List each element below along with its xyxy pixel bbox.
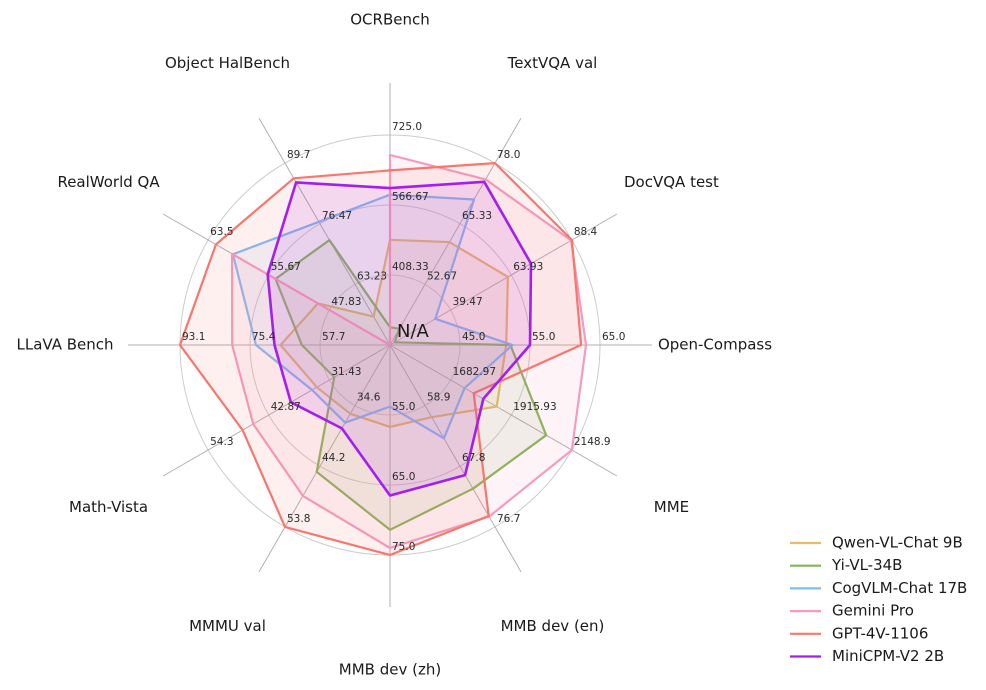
tick-label-mmmu-val-0: 34.6 — [357, 392, 381, 404]
axis-label-ocrbench: OCRBench — [350, 11, 429, 29]
tick-label-open-compass-1: 55.0 — [532, 331, 555, 343]
tick-label-docvqa-test-1: 63.93 — [513, 261, 543, 273]
legend-label-yi-vl-34b: Yi-VL-34B — [831, 556, 902, 574]
legend-label-gemini-pro: Gemini Pro — [832, 602, 914, 620]
tick-label-object-halbench-2: 89.7 — [287, 149, 310, 161]
legend-item-yi-vl-34b: Yi-VL-34B — [790, 556, 902, 574]
legend-item-minicpm-v2-2b: MiniCPM-V2 2B — [790, 647, 944, 665]
tick-label-mmmu-val-2: 53.8 — [287, 513, 310, 525]
tick-label-mmmu-val-1: 44.2 — [322, 452, 345, 464]
tick-label-docvqa-test-0: 39.47 — [453, 296, 483, 308]
tick-label-textvqa-val-2: 78.0 — [497, 149, 520, 161]
tick-label-llava-bench-0: 57.7 — [322, 331, 345, 343]
legend-label-gpt-4v-1106: GPT-4V-1106 — [832, 624, 928, 642]
axis-line-mmb-dev-en — [389, 344, 522, 573]
legend-label-minicpm-v2-2b: MiniCPM-V2 2B — [832, 647, 944, 665]
tick-label-llava-bench-1: 75.4 — [252, 331, 276, 343]
tick-label-ocrbench-0: 408.33 — [392, 261, 429, 273]
axis-label-realworld-qa: RealWorld QA — [57, 173, 160, 191]
axis-line-mmmu-val — [258, 344, 391, 573]
tick-label-object-halbench-1: 76.47 — [322, 210, 352, 222]
tick-label-textvqa-val-1: 65.33 — [462, 210, 492, 222]
tick-label-open-compass-2: 65.0 — [602, 331, 625, 343]
axis-label-docvqa-test: DocVQA test — [624, 173, 719, 191]
tick-label-mmb-dev-en-2: 76.7 — [497, 513, 520, 525]
tick-label-mmb-dev-zh-1: 65.0 — [392, 471, 415, 483]
legend: Qwen-VL-Chat 9B Yi-VL-34B CogVLM-Chat 17B G… — [790, 534, 967, 665]
tick-label-llava-bench-2: 93.1 — [182, 331, 205, 343]
axis-label-mme: MME — [654, 498, 689, 516]
center-tick-label: N/A — [397, 321, 430, 342]
tick-label-mme-0: 1682.97 — [453, 366, 496, 378]
legend-item-qwen-vl-chat-9b: Qwen-VL-Chat 9B — [790, 534, 963, 552]
axis-label-object-halbench: Object HalBench — [165, 54, 290, 72]
series-polygon-gpt-4v-1106 — [178, 162, 583, 557]
axis-label-open-compass: Open-Compass — [658, 336, 772, 354]
tick-label-object-halbench-0: 63.23 — [357, 270, 387, 282]
legend-item-gpt-4v-1106: GPT-4V-1106 — [790, 624, 928, 642]
tick-label-realworld-qa-0: 47.83 — [331, 296, 361, 308]
tick-label-textvqa-val-0: 52.67 — [427, 270, 457, 282]
tick-label-mmb-dev-en-0: 58.9 — [427, 392, 450, 404]
axis-line-object-halbench — [258, 117, 391, 346]
axis-line-mme — [389, 344, 618, 477]
axis-label-mmb-dev-en: MMB dev (en) — [501, 617, 605, 635]
tick-label-mme-2: 2148.9 — [574, 436, 611, 448]
tick-label-docvqa-test-2: 88.4 — [574, 226, 598, 238]
legend-item-cogvlm-chat-17b: CogVLM-Chat 17B — [790, 579, 967, 597]
tick-label-open-compass-0: 45.0 — [462, 331, 485, 343]
axis-label-textvqa-val: TextVQA val — [507, 54, 598, 72]
tick-label-realworld-qa-1: 55.67 — [271, 261, 301, 273]
tick-label-mmb-dev-zh-2: 75.0 — [392, 541, 415, 553]
axis-label-llava-bench: LLaVA Bench — [16, 336, 113, 354]
series-polygon-minicpm-v2-2b — [266, 180, 533, 497]
axis-line-textvqa-val — [389, 117, 522, 346]
axis-label-mmmu-val: MMMU val — [189, 617, 266, 635]
legend-item-gemini-pro: Gemini Pro — [790, 602, 914, 620]
tick-label-math-vista-0: 31.43 — [331, 366, 361, 378]
axis-line-math-vista — [162, 344, 391, 477]
axis-label-mmb-dev-zh: MMB dev (zh) — [339, 661, 441, 679]
tick-label-mmb-dev-zh-0: 55.0 — [392, 401, 415, 413]
legend-label-qwen-vl-chat-9b: Qwen-VL-Chat 9B — [832, 534, 963, 552]
tick-label-mme-1: 1915.93 — [513, 401, 556, 413]
tick-label-realworld-qa-2: 63.5 — [210, 226, 233, 238]
axis-line-docvqa-test — [389, 213, 618, 346]
tick-label-math-vista-2: 54.3 — [210, 436, 233, 448]
tick-label-ocrbench-1: 566.67 — [392, 191, 429, 203]
tick-label-math-vista-1: 42.87 — [271, 401, 301, 413]
axis-label-math-vista: Math-Vista — [69, 498, 148, 516]
tick-label-mmb-dev-en-1: 67.8 — [462, 452, 485, 464]
tick-label-ocrbench-2: 725.0 — [392, 121, 422, 133]
legend-label-cogvlm-chat-17b: CogVLM-Chat 17B — [832, 579, 967, 597]
